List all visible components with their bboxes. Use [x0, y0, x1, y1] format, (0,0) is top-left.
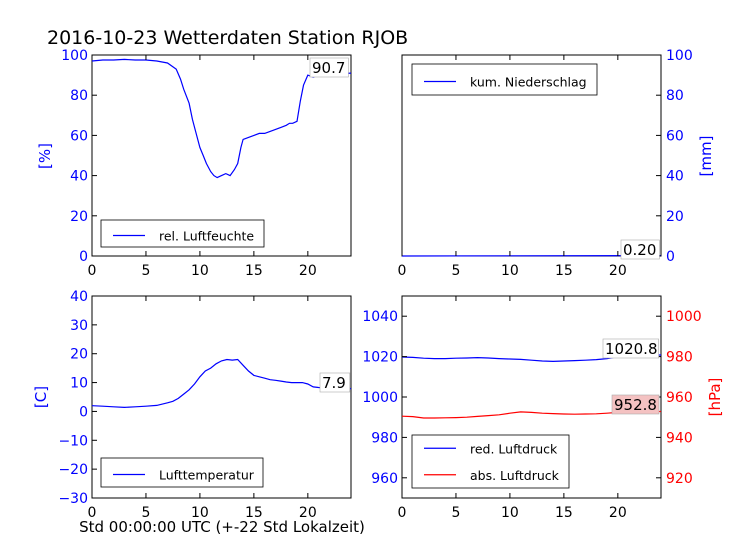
humidity-annotation: 90.7 — [312, 59, 345, 77]
temperature-y-tick-label: 0 — [79, 404, 88, 420]
precipitation-x-tick-label: 5 — [451, 263, 460, 279]
pressure-y-tick-label: 1020 — [362, 350, 398, 366]
humidity-x-tick-label: 5 — [141, 263, 150, 279]
precipitation-x-tick-label: 0 — [398, 263, 407, 279]
pressure-x-tick-label: 20 — [609, 505, 627, 521]
pressure-abs-annotation: 952.8 — [614, 396, 657, 414]
humidity-y-tick-label: 60 — [70, 128, 88, 144]
pressure-x-tick-label: 15 — [555, 505, 573, 521]
humidity-y-axis-label: [%] — [36, 143, 54, 169]
temperature-y-tick-label: −10 — [58, 433, 88, 449]
pressure-y-tick-label: 1000 — [362, 390, 398, 406]
pressure-y-tick-label: 980 — [371, 430, 398, 446]
humidity-legend-label: rel. Luftfeuchte — [159, 229, 254, 244]
humidity-y-tick-label: 40 — [70, 169, 88, 185]
precipitation-y-axis-label: [mm] — [697, 136, 715, 177]
temperature-y-axis-label: [C] — [32, 386, 50, 408]
precipitation-annotation: 0.20 — [623, 241, 656, 259]
pressure-x-tick-label: 5 — [451, 505, 460, 521]
pressure-y-tick-label-right: 1000 — [666, 309, 702, 325]
precipitation-y-tick-label-right: 40 — [666, 169, 684, 185]
pressure-x-tick-label: 0 — [398, 505, 407, 521]
pressure-y-tick-label: 960 — [371, 471, 398, 487]
temperature-y-tick-label: 10 — [70, 376, 88, 392]
humidity-x-tick-label: 15 — [245, 263, 263, 279]
temperature-x-tick-label: 15 — [245, 505, 263, 521]
humidity-y-tick-label: 100 — [61, 48, 88, 64]
temperature-x-tick-label: 0 — [88, 505, 97, 521]
temperature-y-tick-label: −30 — [58, 491, 88, 507]
temperature-y-tick-label: 30 — [70, 318, 88, 334]
pressure-y-axis-label: [hPa] — [706, 378, 724, 417]
precipitation-legend-label: kum. Niederschlag — [470, 75, 587, 90]
temperature-annotation: 7.9 — [322, 374, 346, 392]
precipitation-y-tick-label-right: 100 — [666, 48, 693, 64]
humidity-x-tick-label: 20 — [299, 263, 317, 279]
humidity-y-tick-label: 0 — [79, 249, 88, 265]
precipitation-x-tick-label: 15 — [555, 263, 573, 279]
pressure-x-tick-label: 10 — [501, 505, 519, 521]
humidity-x-tick-label: 0 — [88, 263, 97, 279]
precipitation-y-tick-label-right: 0 — [666, 249, 675, 265]
x-axis-label: Std 00:00:00 UTC (+-22 Std Lokalzeit) — [79, 518, 365, 536]
precipitation-y-tick-label-right: 80 — [666, 88, 684, 104]
temperature-y-tick-label: −20 — [58, 462, 88, 478]
pressure-legend-label: red. Luftdruck — [470, 441, 558, 456]
pressure-red-annotation: 1020.8 — [605, 340, 658, 358]
temperature-x-tick-label: 20 — [299, 505, 317, 521]
temperature-y-tick-label: 20 — [70, 347, 88, 363]
humidity-y-tick-label: 20 — [70, 209, 88, 225]
pressure-y-tick-label-right: 920 — [666, 471, 693, 487]
pressure-y-tick-label-right: 940 — [666, 430, 693, 446]
pressure-y-tick-label-right: 980 — [666, 350, 693, 366]
temperature-x-tick-label: 10 — [191, 505, 209, 521]
precipitation-y-tick-label-right: 20 — [666, 209, 684, 225]
temperature-legend-label: Lufttemperatur — [159, 468, 255, 483]
pressure-y-tick-label: 1040 — [362, 309, 398, 325]
temperature-y-tick-label: 40 — [70, 289, 88, 305]
precipitation-y-tick-label-right: 60 — [666, 128, 684, 144]
precipitation-x-tick-label: 20 — [609, 263, 627, 279]
precipitation-x-tick-label: 10 — [501, 263, 519, 279]
figure-title: 2016-10-23 Wetterdaten Station RJOB — [47, 27, 408, 49]
temperature-x-tick-label: 5 — [141, 505, 150, 521]
pressure-y-tick-label-right: 960 — [666, 390, 693, 406]
humidity-y-tick-label: 80 — [70, 88, 88, 104]
pressure-legend-label: abs. Luftdruck — [470, 468, 560, 483]
humidity-x-tick-label: 10 — [191, 263, 209, 279]
